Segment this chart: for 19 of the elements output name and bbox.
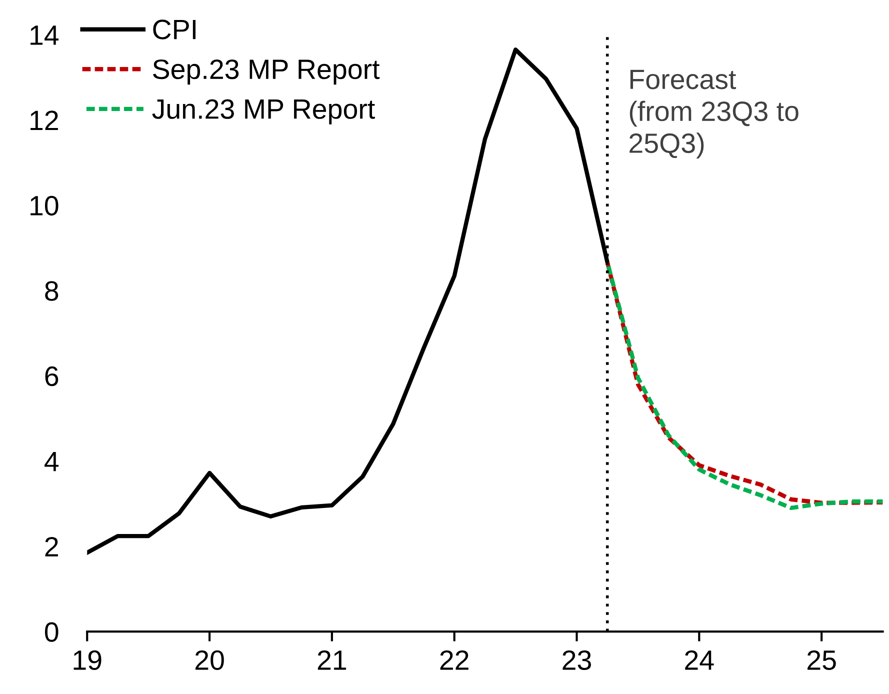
x-tick-label: 25 xyxy=(808,650,836,670)
y-tick-label: 8 xyxy=(45,281,58,301)
legend-label: Sep.23 MP Report xyxy=(153,59,380,85)
y-tick-label: 6 xyxy=(45,366,58,386)
y-tick-label: 10 xyxy=(30,196,58,216)
y-tick-label: 4 xyxy=(44,452,59,472)
x-tick-label: 22 xyxy=(440,650,468,670)
y-tick-label: 12 xyxy=(30,110,58,130)
y-tick-label: 0 xyxy=(44,622,58,642)
x-tick-label: 19 xyxy=(74,650,102,670)
legend-label: CPI xyxy=(153,20,196,40)
ref-line-label: Forecast (from 23Q3 to 25Q3) xyxy=(630,70,798,159)
x-tick-label: 21 xyxy=(318,650,346,670)
legend-label: Jun.23 MP Report xyxy=(152,99,375,124)
y-tick-label: 2 xyxy=(45,536,58,556)
x-tick-label: 24 xyxy=(685,650,714,670)
y-tick-label: 14 xyxy=(30,26,59,45)
x-tick-label: 23 xyxy=(562,650,591,670)
x-tick-label: 20 xyxy=(195,650,224,670)
